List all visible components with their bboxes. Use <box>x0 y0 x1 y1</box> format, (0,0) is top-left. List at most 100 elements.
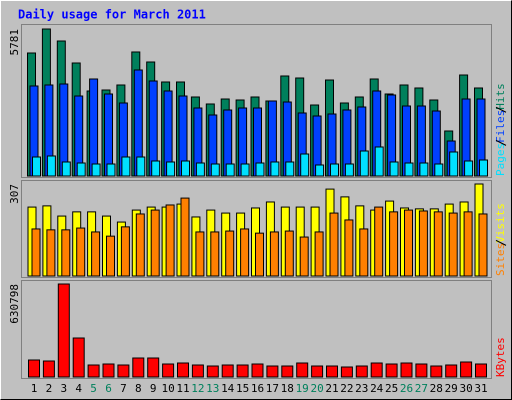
bar <box>61 161 71 177</box>
x-tick-label: 10 <box>161 382 174 395</box>
bar <box>315 164 325 177</box>
legend-separator <box>495 106 507 113</box>
legend-entry: Pages <box>494 143 507 176</box>
bar <box>463 211 473 277</box>
x-tick-label: 12 <box>191 382 204 395</box>
x-tick-label: 5 <box>90 382 97 395</box>
bar <box>236 364 249 378</box>
bar <box>91 163 101 177</box>
legend-text: PagesFilesHits <box>494 83 507 176</box>
bar <box>284 230 294 277</box>
legend: SitesVisits <box>494 203 507 276</box>
x-tick-label: 15 <box>236 382 249 395</box>
x-tick-label: 16 <box>251 382 264 395</box>
bar <box>46 229 56 277</box>
x-tick-label: 27 <box>415 382 428 395</box>
x-tick-label: 9 <box>150 382 157 395</box>
legend: KBytes <box>494 337 507 377</box>
bar <box>251 363 264 378</box>
bar <box>434 163 444 177</box>
x-tick-label: 1 <box>31 382 38 395</box>
bar <box>374 206 384 277</box>
bar <box>136 156 146 177</box>
legend-entry: Sites <box>494 243 507 276</box>
panel-frame <box>21 180 492 278</box>
bar <box>132 357 145 378</box>
bar <box>281 365 294 378</box>
bar <box>448 212 458 277</box>
bar <box>385 363 398 378</box>
bar <box>177 362 189 378</box>
x-tick-label: 23 <box>355 382 368 395</box>
x-tick-label: 25 <box>385 382 398 395</box>
x-tick-label: 19 <box>296 382 309 395</box>
bar <box>329 212 339 277</box>
y-tick-label: 5781 <box>8 29 21 56</box>
bar <box>210 231 220 277</box>
x-tick-label: 13 <box>206 382 219 395</box>
bar <box>42 360 55 378</box>
x-tick-label: 17 <box>266 382 279 395</box>
bar <box>166 161 176 177</box>
bar <box>330 163 339 177</box>
x-tick-label: 4 <box>75 382 82 395</box>
bar <box>311 365 324 378</box>
bar <box>76 162 86 177</box>
bar <box>240 163 250 177</box>
y-tick-label: 630798 <box>8 284 21 324</box>
legend-text: SitesVisits <box>494 203 507 276</box>
bar <box>300 153 310 177</box>
bar <box>299 236 309 277</box>
x-tick-label: 3 <box>60 382 67 395</box>
bar <box>269 231 279 277</box>
bar <box>28 359 40 378</box>
bar <box>433 211 443 277</box>
bar <box>270 161 280 177</box>
x-tick-label: 21 <box>325 382 338 395</box>
bar <box>117 364 130 378</box>
panel-frame <box>21 24 492 178</box>
x-tick-label: 29 <box>445 382 458 395</box>
x-tick-label: 11 <box>176 382 189 395</box>
bar <box>255 162 265 177</box>
bar <box>415 363 428 378</box>
bar <box>57 283 70 378</box>
legend-entry: Files <box>494 110 507 143</box>
x-tick-label: 24 <box>370 382 384 395</box>
bar <box>195 162 205 177</box>
bar <box>240 228 250 277</box>
bar <box>344 163 354 177</box>
chart-title: Daily usage for March 2011 <box>18 8 206 22</box>
bar <box>326 365 338 378</box>
bar <box>404 209 413 277</box>
bar <box>296 362 309 378</box>
x-tick-label: 28 <box>430 382 443 395</box>
x-tick-label: 6 <box>105 382 112 395</box>
bar <box>150 209 160 277</box>
y-tick-label: 307 <box>8 184 21 204</box>
bar <box>359 150 369 177</box>
legend-separator <box>495 239 507 246</box>
bar <box>165 204 175 277</box>
legend-entry: Visits <box>494 203 507 243</box>
bar <box>479 159 488 177</box>
legend-entry: Hits <box>494 83 507 110</box>
bar <box>225 230 235 277</box>
bar <box>31 228 41 277</box>
bar <box>225 163 235 177</box>
bar <box>374 146 384 177</box>
bar <box>359 228 369 277</box>
bar <box>255 232 264 277</box>
x-tick-label: 31 <box>474 382 487 395</box>
bar <box>418 210 428 277</box>
bar <box>464 160 474 177</box>
bar <box>106 163 116 177</box>
bar <box>478 213 488 277</box>
x-tick-label: 18 <box>281 382 294 395</box>
bar <box>210 163 220 177</box>
bar <box>32 156 41 177</box>
bar <box>191 364 204 378</box>
x-tick-label: 26 <box>400 382 413 395</box>
